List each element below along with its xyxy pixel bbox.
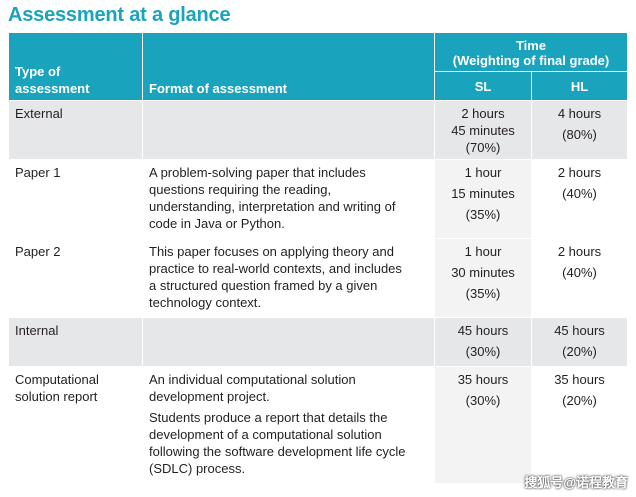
hl-time: 45 hours [554,323,605,338]
sl-time: 35 hours [457,372,509,387]
format-line: code in Java or Python. [149,216,285,231]
sl-weight: (30%) [465,344,501,359]
sl-weight: (30%) [465,393,501,408]
hl-weight: (20%) [562,344,597,359]
hl-weight: (40%) [562,186,597,201]
format-line: (SDLC) process. [149,461,246,476]
format-line: questions requiring the reading, [149,182,332,197]
table-row-paper1: Paper 1 A problem-solving paper that inc… [8,159,629,239]
header-type: Type of assessment [8,32,143,101]
hl-weight: (40%) [562,265,597,280]
hl-time: 35 hours [554,372,605,387]
sl-time: 1 hour [464,165,502,180]
format-line: practice to real-world contexts, and inc… [149,261,402,276]
sl-weight: (35%) [465,286,501,301]
cell-format [142,317,435,367]
cell-sl: 1 hour 30 minutes (35%) [434,238,532,318]
table-header: Type of assessment Format of assessment … [8,32,629,101]
hl-time: 2 hours [557,244,602,259]
format-line: following the software development life … [149,444,406,459]
table-row-external: External 2 hours 45 minutes (70%) 4 hour… [8,100,629,160]
header-time-label: Time [515,38,547,53]
header-sl: SL [434,71,532,101]
sl-time-extra: 15 minutes [451,186,515,201]
cell-type: Computational solution report [8,366,143,484]
format-line: understanding, interpretation and writin… [149,199,396,214]
cell-sl: 35 hours (30%) [434,366,532,484]
cell-sl: 45 hours (30%) [434,317,532,367]
cell-type: External [8,100,143,160]
format-line: a structured question framed by a given [149,278,378,293]
cell-format: An individual computational solution dev… [142,366,435,484]
sl-time: 1 hour [464,244,502,259]
sl-time: 2 hours [461,106,505,121]
cell-type: Paper 2 [8,238,143,318]
type-line: solution report [15,389,98,404]
sl-weight: (35%) [465,207,501,222]
sl-weight: (70%) [465,140,501,155]
cell-hl: 35 hours (20%) [530,366,629,484]
sl-time: 45 hours [457,323,509,338]
header-hl: HL [530,71,629,101]
format-line: Students produce a report that details t… [149,410,388,425]
cell-hl: 45 hours (20%) [530,317,629,367]
assessment-table: Type of assessment Format of assessment … [8,32,629,484]
header-time-sub: (Weighting of final grade) [452,53,610,68]
table-row-report: Computational solution report An individ… [8,366,629,484]
hl-time: 4 hours [557,106,602,121]
hl-weight: (80%) [562,127,597,142]
cell-hl: 2 hours (40%) [530,238,629,318]
watermark: 搜狐号@诺程教育 [524,475,628,490]
format-line: development of a computational solution [149,427,382,442]
cell-format: A problem-solving paper that includes qu… [142,159,435,239]
cell-hl: 4 hours (80%) [530,100,629,160]
hl-weight: (20%) [562,393,597,408]
cell-format [142,100,435,160]
cell-type: Paper 1 [8,159,143,239]
format-line: technology context. [149,295,262,310]
format-line: development project. [149,389,270,404]
cell-type: Internal [8,317,143,367]
format-line: An individual computational solution [149,372,356,387]
format-line: A problem-solving paper that includes [149,165,366,180]
page-title: Assessment at a glance [8,4,231,26]
cell-sl: 2 hours 45 minutes (70%) [434,100,532,160]
header-time: Time (Weighting of final grade) [433,32,629,72]
table-row-paper2: Paper 2 This paper focuses on applying t… [8,238,629,318]
cell-hl: 2 hours (40%) [530,159,629,239]
format-line: This paper focuses on applying theory an… [149,244,394,259]
header-format: Format of assessment [142,32,435,101]
cell-format: This paper focuses on applying theory an… [142,238,435,318]
sl-time-extra: 30 minutes [451,265,515,280]
hl-time: 2 hours [557,165,602,180]
cell-sl: 1 hour 15 minutes (35%) [434,159,532,239]
type-line: Computational [15,372,99,387]
table-row-internal: Internal 45 hours (30%) 45 hours (20%) [8,317,629,367]
sl-time-extra: 45 minutes [451,123,515,138]
